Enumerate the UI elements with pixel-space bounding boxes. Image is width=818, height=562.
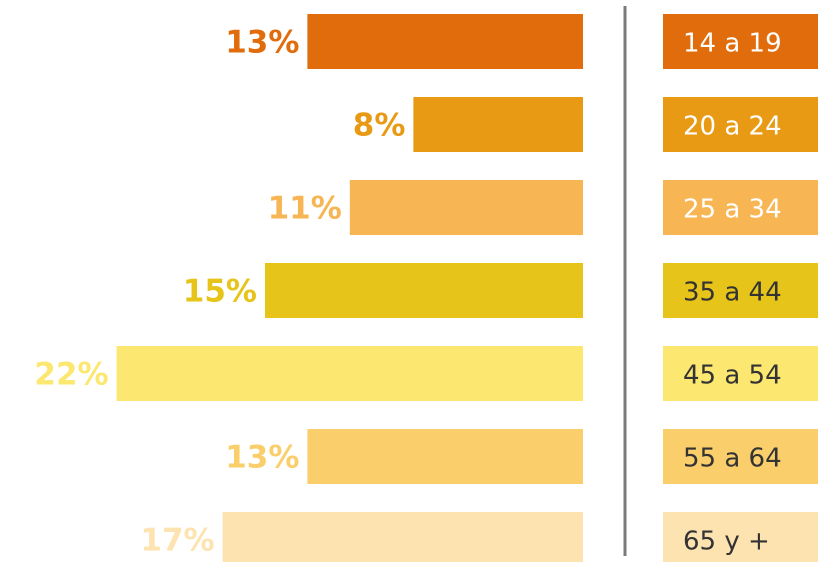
bar-1 — [307, 14, 583, 69]
category-label-6: 55 a 64 — [683, 444, 782, 474]
value-label-3: 11% — [268, 191, 342, 227]
category-box-3 — [663, 180, 818, 235]
value-label-4: 15% — [183, 274, 257, 310]
bar-4 — [265, 263, 583, 318]
value-label-7: 17% — [140, 523, 214, 559]
category-label-7: 65 y + — [683, 527, 770, 557]
bar-3 — [349, 180, 583, 235]
category-label-3: 25 a 34 — [683, 195, 782, 225]
category-label-2: 20 a 24 — [683, 112, 782, 142]
value-label-5: 22% — [34, 357, 108, 393]
category-box-2 — [663, 97, 818, 152]
value-label-6: 13% — [225, 440, 299, 476]
value-label-2: 8% — [353, 108, 406, 144]
bar-7 — [222, 512, 583, 562]
category-box-5 — [663, 346, 818, 401]
category-box-4 — [663, 263, 818, 318]
value-label-1: 13% — [225, 25, 299, 61]
bar-2 — [413, 97, 583, 152]
category-box-6 — [663, 429, 818, 484]
category-label-1: 14 a 19 — [683, 29, 782, 59]
bar-5 — [116, 346, 583, 401]
bar-6 — [307, 429, 583, 484]
category-box-7 — [663, 512, 818, 562]
category-label-4: 35 a 44 — [683, 278, 782, 308]
category-box-1 — [663, 14, 818, 69]
category-label-5: 45 a 54 — [683, 361, 782, 391]
